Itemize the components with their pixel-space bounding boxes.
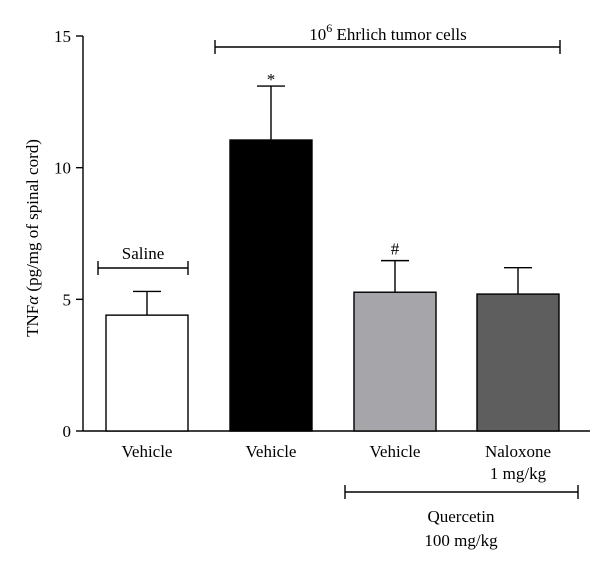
category-label-1: Vehicle [246,442,297,461]
saline-label: Saline [122,244,165,263]
y-axis-label: TNFα (pg/mg of spinal cord) [23,139,42,337]
bar-annotation-1: * [267,70,276,89]
tumor-label-exp: 6 [326,21,332,35]
y-axis-label-alpha: α [23,295,42,305]
tumor-bracket: 106 Ehrlich tumor cells [214,21,561,54]
y-tick-label-3: 15 [54,27,71,46]
bar-0 [105,314,189,432]
quercetin-dose-label: 100 mg/kg [424,531,498,550]
category-label-0: Vehicle [122,442,173,461]
category-label-2: Vehicle [370,442,421,461]
quercetin-label: Quercetin [427,507,495,526]
bar-annotation-2: # [391,240,400,259]
category-labels: Vehicle Vehicle Vehicle Naloxone 1 mg/kg [122,442,552,483]
category-sublabel-3: 1 mg/kg [490,464,547,483]
saline-bracket: Saline [97,244,189,275]
quercetin-bracket: Quercetin 100 mg/kg [344,485,579,550]
bars: *# [105,70,560,432]
y-tick-label-0: 0 [63,422,72,441]
y-ticks: 0 5 10 15 [54,27,83,441]
tumor-label-suffix: Ehrlich tumor cells [332,25,467,44]
y-tick-label-2: 10 [54,159,71,178]
tumor-label-prefix: 10 [309,25,326,44]
y-axis-label-main: TNF [23,305,42,337]
bar-2 [353,291,437,432]
category-label-3: Naloxone [485,442,551,461]
bar-3 [476,293,560,432]
y-axis-label-rest: (pg/mg of spinal cord) [23,139,42,296]
y-tick-label-1: 5 [63,290,72,309]
bar-1 [229,139,313,432]
tumor-label: 106 Ehrlich tumor cells [309,21,467,44]
